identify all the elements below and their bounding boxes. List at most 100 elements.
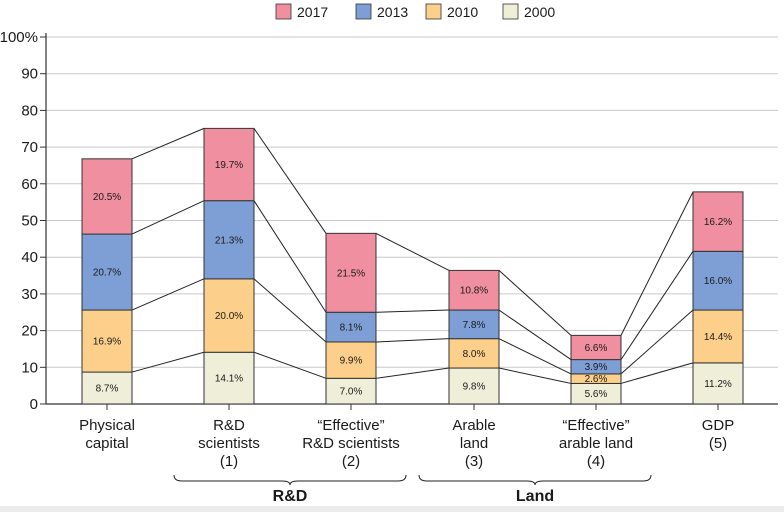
stacked-bars: 8.7% 16.9% 20.7% 20.5% 14.1% 20.0% 21.3% 19.7% 7… [81,127,744,405]
category-label-5-line-0: GDP [702,417,735,434]
bar-segment-2017-3 [448,269,500,311]
y-tick-label-30: 30 [21,286,38,303]
data-label-2010-3: 8.0% [463,349,486,360]
bar-segment-2010-3 [448,338,500,369]
data-label-2017-5: 16.2% [704,217,732,228]
data-label-2000-0: 8.7% [96,384,119,395]
data-label-2010-1: 20.0% [215,311,243,322]
connector-2010-3 [498,338,572,375]
data-label-2017-0: 20.5% [93,192,121,203]
group-label-r-d: R&D [273,488,308,505]
legend-swatch-2013 [355,3,372,20]
data-label-2013-1: 21.3% [215,235,243,246]
data-label-2000-1: 14.1% [215,374,243,385]
connector-2000-2 [375,367,450,379]
connector-2017-2 [375,232,450,271]
group-label-land: Land [516,488,554,505]
bar-segment-2010-1 [203,278,255,353]
connector-2010-1 [253,278,327,343]
legend: 2017 2013 2010 2000 [275,3,555,20]
bar-segment-2000-1 [203,351,255,405]
data-label-2013-2: 8.1% [340,323,363,334]
connector-2000-3 [498,367,572,384]
bar-segment-2017-5 [692,191,744,252]
connector-2010-2 [375,338,450,343]
data-label-2000-3: 9.8% [463,382,486,393]
bar-segment-2000-0 [81,371,133,405]
y-tick-label-40: 40 [21,249,38,266]
bar-segment-2017-4 [570,334,622,361]
data-label-2013-0: 20.7% [93,268,121,279]
data-label-2017-3: 10.8% [460,286,488,297]
connector-2017-3 [498,270,572,336]
data-label-2010-0: 16.9% [93,337,121,348]
y-tick-label-80: 80 [21,102,38,119]
bar-segment-2013-5 [692,250,744,311]
category-label-2-line-2: (2) [342,453,360,470]
legend-swatch-2010 [425,3,442,20]
connector-2013-1 [253,200,327,313]
category-label-1-line-2: (1) [220,453,238,470]
legend-label-2013: 2013 [377,4,408,20]
data-label-2010-2: 9.9% [340,356,363,367]
group-brace-land [418,474,652,486]
connector-lines [131,127,694,384]
connector-2010-0 [131,278,205,311]
connector-2013-3 [498,309,572,361]
y-axis: 0 10 20 30 40 50 60 70 80 90 100% [0,29,778,413]
bar-segment-2010-2 [325,341,377,379]
y-tick-label-70: 70 [21,139,38,156]
data-label-2010-5: 14.4% [704,332,732,343]
category-label-4-line-0: “Effective” [562,417,629,434]
category-label-1-line-0: R&D [213,417,245,434]
y-tick-label-20: 20 [21,323,38,340]
bar-segment-2013-3 [448,309,500,340]
footer-strip [0,506,784,512]
legend-swatch-2000 [502,3,519,20]
bar-segment-2010-0 [81,309,133,373]
y-tick-label-0: 0 [30,396,38,413]
bar-segment-2017-0 [81,158,133,235]
category-label-4-line-2: (4) [587,453,605,470]
connector-2017-1 [253,128,327,234]
category-label-4-line-1: arable land [559,435,633,452]
bar-segment-2017-1 [203,127,255,202]
category-label-2-line-0: “Effective” [317,417,384,434]
category-label-5-line-1: (5) [709,435,727,452]
connector-2013-4 [620,251,694,360]
bar-segment-2000-2 [325,377,377,405]
legend-swatch-2017 [275,3,292,20]
legend-label-2017: 2017 [297,4,328,20]
category-groups: R&D Land [173,474,652,505]
category-label-0-line-0: Physical [79,417,135,434]
data-label-2000-2: 7.0% [340,387,363,398]
category-label-2-line-1: R&D scientists [302,435,400,452]
data-label-2013-5: 16.0% [704,276,732,287]
connector-2000-0 [131,351,205,373]
category-label-3-line-0: Arable [452,417,495,434]
category-label-1-line-1: scientists [198,435,260,452]
connector-2013-0 [131,200,205,235]
y-tick-label-50: 50 [21,213,38,230]
data-label-2013-3: 7.8% [463,320,486,331]
connector-2010-4 [620,309,694,375]
category-label-3-line-2: (3) [465,453,483,470]
data-label-2000-5: 11.2% [704,379,732,390]
data-label-2017-4: 6.6% [585,343,608,354]
gridlines [46,36,778,368]
y-tick-label-100: 100% [0,29,38,46]
connector-2013-2 [375,309,450,313]
legend-label-2000: 2000 [524,4,555,20]
y-tick-label-10: 10 [21,359,38,376]
data-label-2013-4: 3.9% [585,362,608,373]
bar-segment-2000-3 [448,367,500,405]
connector-2000-4 [620,362,694,384]
data-label-2010-4: 2.6% [585,374,608,385]
category-label-3-line-1: land [460,435,488,452]
bar-segment-2013-2 [325,311,377,343]
bar-segment-2017-2 [325,232,377,313]
legend-label-2010: 2010 [447,4,478,20]
connector-2017-4 [620,191,694,336]
data-label-2000-4: 5.6% [585,389,608,400]
